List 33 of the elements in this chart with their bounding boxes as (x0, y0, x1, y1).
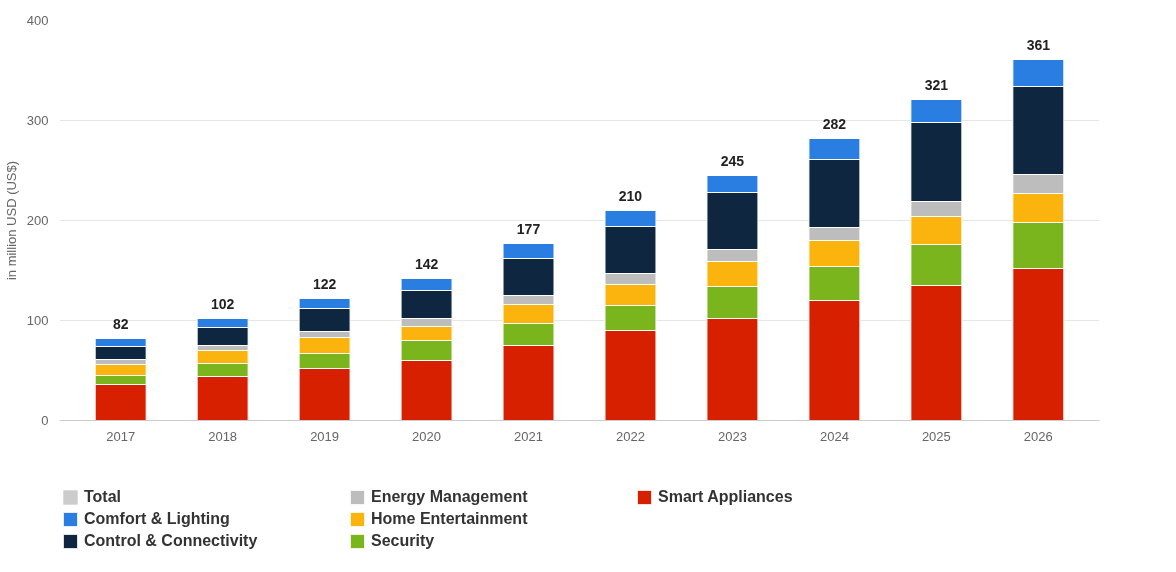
x-tick-label: 2026 (1023, 428, 1053, 444)
total-label: 142 (414, 255, 439, 272)
x-tick-label: 2018 (208, 428, 238, 444)
y-tick-label: 0 (41, 413, 49, 428)
x-tick-label: 2019 (310, 428, 340, 444)
x-tick-label: 2017 (106, 428, 136, 444)
total-label: 245 (720, 152, 745, 169)
x-tick-label: 2023 (717, 428, 747, 444)
legend-label: Comfort & Lighting (84, 510, 231, 528)
legend-label: Home Entertainment (371, 510, 529, 528)
legend-label: Total (84, 488, 123, 506)
legend-label: Control & Connectivity (84, 532, 259, 550)
legend-label: Smart Appliances (658, 488, 794, 506)
y-tick-label: 400 (26, 13, 49, 28)
total-label: 361 (1026, 36, 1051, 53)
total-label: 102 (210, 295, 235, 312)
y-tick-label: 300 (26, 113, 49, 128)
y-tick-label: 200 (26, 213, 49, 228)
y-tick-label: 100 (26, 313, 49, 328)
total-label: 321 (924, 76, 949, 93)
total-label: 82 (112, 315, 129, 332)
x-tick-label: 2025 (921, 428, 951, 444)
x-tick-label: 2022 (616, 428, 645, 444)
legend-label: Security (371, 532, 436, 550)
total-label: 177 (516, 220, 541, 237)
total-label: 122 (312, 275, 337, 292)
total-label: 282 (822, 115, 847, 132)
total-label: 210 (618, 187, 643, 204)
legend-label: Energy Management (371, 488, 529, 506)
y-axis-title: in million USD (US$) (3, 160, 19, 281)
x-tick-label: 2021 (514, 428, 543, 444)
x-tick-label: 2020 (412, 428, 442, 444)
x-tick-label: 2024 (819, 428, 849, 444)
